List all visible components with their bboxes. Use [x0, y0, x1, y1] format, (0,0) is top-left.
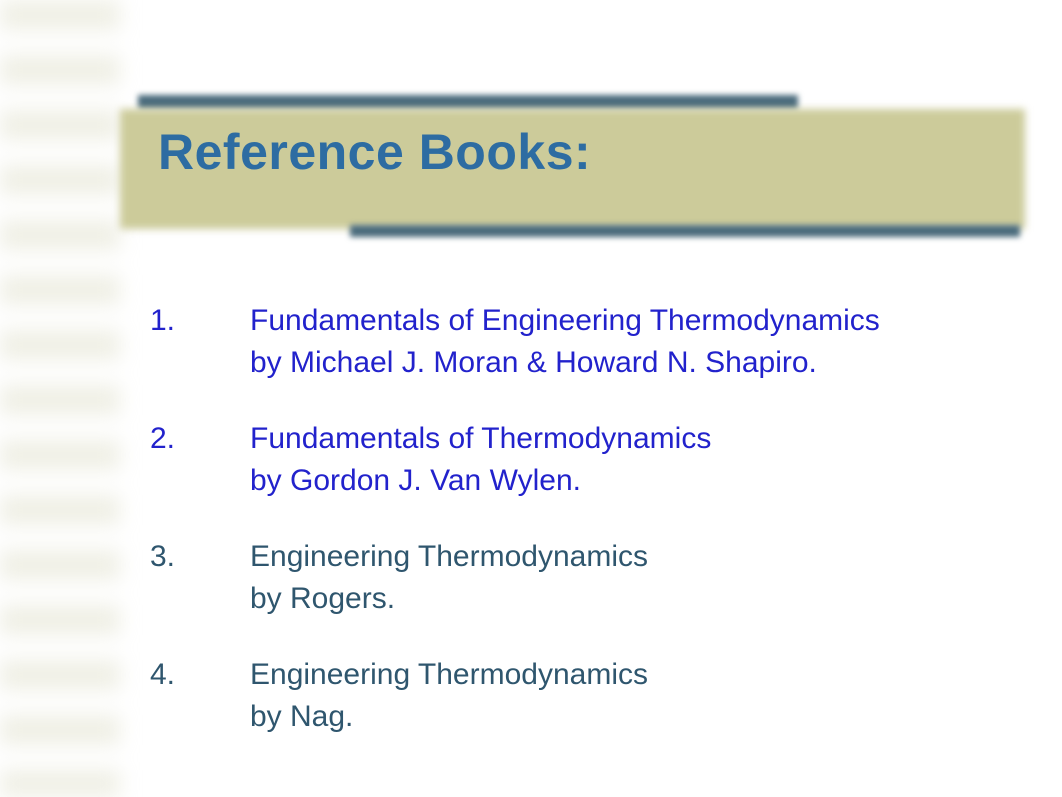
- item-number: 1.: [150, 300, 250, 342]
- list-item: 2. Fundamentals of Thermodynamics by Gor…: [150, 418, 1020, 502]
- item-number: 3.: [150, 536, 250, 578]
- reference-list: 1. Fundamentals of Engineering Thermodyn…: [150, 300, 1020, 772]
- item-author: by Michael J. Moran & Howard N. Shapiro.: [150, 342, 1020, 384]
- item-title: Engineering Thermodynamics: [250, 654, 1020, 696]
- item-author: by Rogers.: [150, 578, 1020, 620]
- banner-bottom-accent: [350, 225, 1020, 237]
- banner-top-accent: [138, 95, 798, 109]
- title-banner: Reference Books:: [120, 95, 1025, 245]
- blurred-sidebar-decoration: [0, 0, 120, 797]
- item-author: by Nag.: [150, 696, 1020, 738]
- list-item: 3. Engineering Thermodynamics by Rogers.: [150, 536, 1020, 620]
- item-number: 4.: [150, 654, 250, 696]
- item-title: Fundamentals of Thermodynamics: [250, 418, 1020, 460]
- item-number: 2.: [150, 418, 250, 460]
- item-title: Fundamentals of Engineering Thermodynami…: [250, 300, 1020, 342]
- list-item: 1. Fundamentals of Engineering Thermodyn…: [150, 300, 1020, 384]
- item-author: by Gordon J. Van Wylen.: [150, 460, 1020, 502]
- page-title: Reference Books:: [158, 123, 591, 181]
- item-title: Engineering Thermodynamics: [250, 536, 1020, 578]
- list-item: 4. Engineering Thermodynamics by Nag.: [150, 654, 1020, 738]
